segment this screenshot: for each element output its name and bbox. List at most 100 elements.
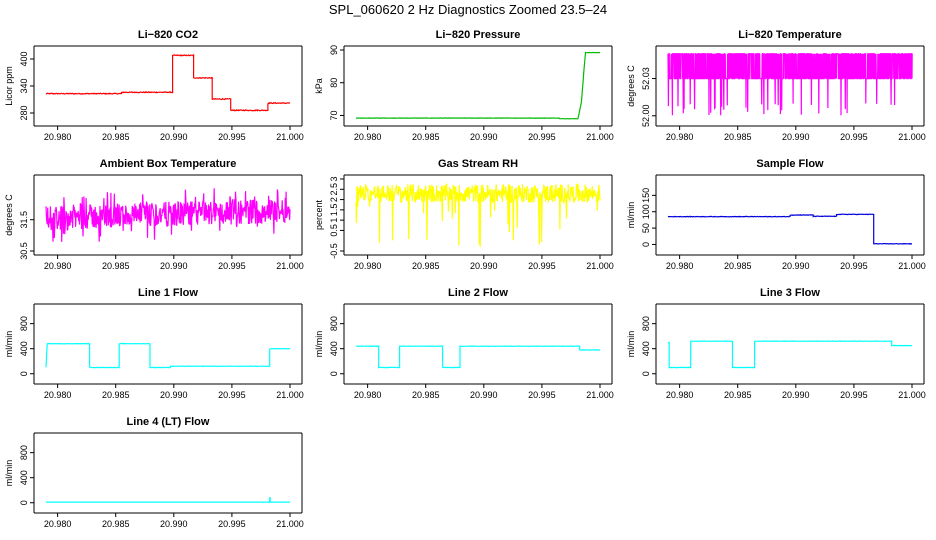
panels: Li−820 CO2 Licor ppm 20.980 20.985 20.990 20.… bbox=[4, 29, 926, 529]
y-tick-label: 150 bbox=[641, 188, 651, 203]
x-tick-label: 20.995 bbox=[528, 390, 556, 400]
y-axis-label: degrees C bbox=[626, 65, 636, 107]
series-line bbox=[667, 213, 913, 245]
series-line bbox=[356, 51, 600, 120]
x-tick-label: 20.980 bbox=[666, 261, 694, 271]
chart-title: Li−820 Temperature bbox=[738, 29, 841, 41]
x-tick-label: 20.985 bbox=[412, 132, 440, 142]
x-tick-label: 20.990 bbox=[782, 390, 810, 400]
chart-title: Line 4 (LT) Flow bbox=[127, 416, 210, 428]
chart-title: Line 1 Flow bbox=[138, 287, 198, 299]
x-tick-label: 20.990 bbox=[782, 261, 810, 271]
x-tick-label: 20.985 bbox=[412, 261, 440, 271]
x-tick-label: 20.980 bbox=[44, 261, 72, 271]
x-tick-label: 21.000 bbox=[898, 132, 926, 142]
y-tick-label: 30.5 bbox=[19, 242, 29, 260]
x-tick-label: 21.000 bbox=[276, 390, 304, 400]
series-line bbox=[355, 345, 601, 369]
y-axis-label: ml/min bbox=[4, 460, 14, 487]
x-tick-label: 20.990 bbox=[160, 261, 188, 271]
y-tick-label: 400 bbox=[329, 341, 339, 356]
chart-title: Gas Stream RH bbox=[438, 158, 518, 170]
chart-title: Li−820 Pressure bbox=[436, 29, 521, 41]
x-tick-label: 21.000 bbox=[586, 132, 614, 142]
x-tick-label: 20.985 bbox=[102, 390, 130, 400]
chart-panel-4: Ambient Box Temperature degrees C 20.980 20… bbox=[4, 158, 304, 271]
y-tick-label: 0 bbox=[641, 242, 651, 247]
x-tick-label: 20.995 bbox=[528, 132, 556, 142]
y-axis-label: kPa bbox=[314, 78, 324, 94]
x-tick-label: 20.985 bbox=[102, 519, 130, 529]
x-tick-label: 20.990 bbox=[470, 390, 498, 400]
y-tick-label: 3 bbox=[329, 176, 339, 181]
y-axis-label: Licor ppm bbox=[4, 66, 14, 106]
y-axis-label: ml/min bbox=[4, 331, 14, 358]
x-tick-label: 20.990 bbox=[160, 390, 188, 400]
x-tick-label: 21.000 bbox=[276, 519, 304, 529]
y-tick-label: 52.00 bbox=[641, 105, 651, 128]
y-tick-label: 100 bbox=[641, 204, 651, 219]
x-tick-label: 20.990 bbox=[160, 132, 188, 142]
chart-panel-6: Sample Flow ml/min 20.980 20.985 20.990 20.99… bbox=[626, 158, 926, 271]
x-tick-label: 20.990 bbox=[470, 261, 498, 271]
y-axis-label: percent bbox=[314, 199, 324, 230]
y-tick-label: 0 bbox=[641, 371, 651, 376]
x-tick-label: 21.000 bbox=[276, 261, 304, 271]
x-tick-label: 20.985 bbox=[102, 132, 130, 142]
y-tick-label: 400 bbox=[641, 341, 651, 356]
figure-title: SPL_060620 2 Hz Diagnostics Zoomed 23.5–… bbox=[329, 2, 607, 17]
y-axis-label: ml/min bbox=[626, 331, 636, 358]
y-tick-label: 2.5 bbox=[329, 183, 339, 196]
series-line bbox=[46, 497, 290, 503]
x-tick-label: 20.995 bbox=[218, 390, 246, 400]
y-tick-label: 280 bbox=[19, 105, 29, 120]
chart-title: Li−820 CO2 bbox=[138, 29, 198, 41]
x-tick-label: 20.995 bbox=[218, 519, 246, 529]
y-tick-label: 800 bbox=[641, 316, 651, 331]
x-tick-label: 20.980 bbox=[354, 132, 382, 142]
x-tick-label: 20.980 bbox=[44, 390, 72, 400]
y-axis-label: degrees C bbox=[4, 194, 14, 236]
chart-title: Ambient Box Temperature bbox=[100, 158, 237, 170]
chart-panel-7: Line 1 Flow ml/min 20.980 20.985 20.990 20.99… bbox=[4, 287, 304, 400]
y-tick-label: 800 bbox=[19, 445, 29, 460]
y-tick-label: 0 bbox=[19, 371, 29, 376]
x-tick-label: 20.995 bbox=[528, 261, 556, 271]
chart-panel-1: Li−820 CO2 Licor ppm 20.980 20.985 20.990 20.… bbox=[4, 29, 304, 142]
y-tick-label: 0 bbox=[329, 371, 339, 376]
y-tick-label: -0.5 bbox=[329, 243, 339, 259]
series-line bbox=[355, 183, 601, 247]
x-tick-label: 20.980 bbox=[44, 132, 72, 142]
x-tick-label: 20.985 bbox=[724, 261, 752, 271]
y-tick-label: 1 bbox=[329, 218, 339, 223]
x-tick-label: 20.990 bbox=[470, 132, 498, 142]
y-tick-label: 1.5 bbox=[329, 204, 339, 217]
y-tick-label: 2 bbox=[329, 197, 339, 202]
series-line bbox=[45, 188, 291, 242]
x-tick-label: 20.980 bbox=[354, 390, 382, 400]
x-tick-label: 20.980 bbox=[666, 390, 694, 400]
y-tick-label: 70 bbox=[329, 110, 339, 120]
x-tick-label: 20.995 bbox=[840, 261, 868, 271]
y-tick-label: 800 bbox=[19, 316, 29, 331]
x-tick-label: 21.000 bbox=[898, 390, 926, 400]
x-tick-label: 20.980 bbox=[666, 132, 694, 142]
x-tick-label: 20.990 bbox=[160, 519, 188, 529]
x-tick-label: 20.995 bbox=[840, 390, 868, 400]
y-tick-label: 340 bbox=[19, 78, 29, 93]
y-tick-label: 400 bbox=[19, 51, 29, 66]
x-tick-label: 20.995 bbox=[218, 132, 246, 142]
y-axis-label: ml/min bbox=[626, 202, 636, 229]
x-tick-label: 20.985 bbox=[412, 390, 440, 400]
chart-panel-9: Line 3 Flow ml/min 20.980 20.985 20.990 20.99… bbox=[626, 287, 926, 400]
series-line bbox=[667, 340, 912, 369]
x-tick-label: 21.000 bbox=[586, 390, 614, 400]
x-tick-label: 20.995 bbox=[218, 261, 246, 271]
x-tick-label: 21.000 bbox=[898, 261, 926, 271]
chart-panel-10: Line 4 (LT) Flow ml/min 20.980 20.985 20.990… bbox=[4, 416, 304, 529]
series-line bbox=[45, 342, 291, 369]
y-tick-label: 400 bbox=[19, 341, 29, 356]
y-tick-label: 0 bbox=[19, 500, 29, 505]
